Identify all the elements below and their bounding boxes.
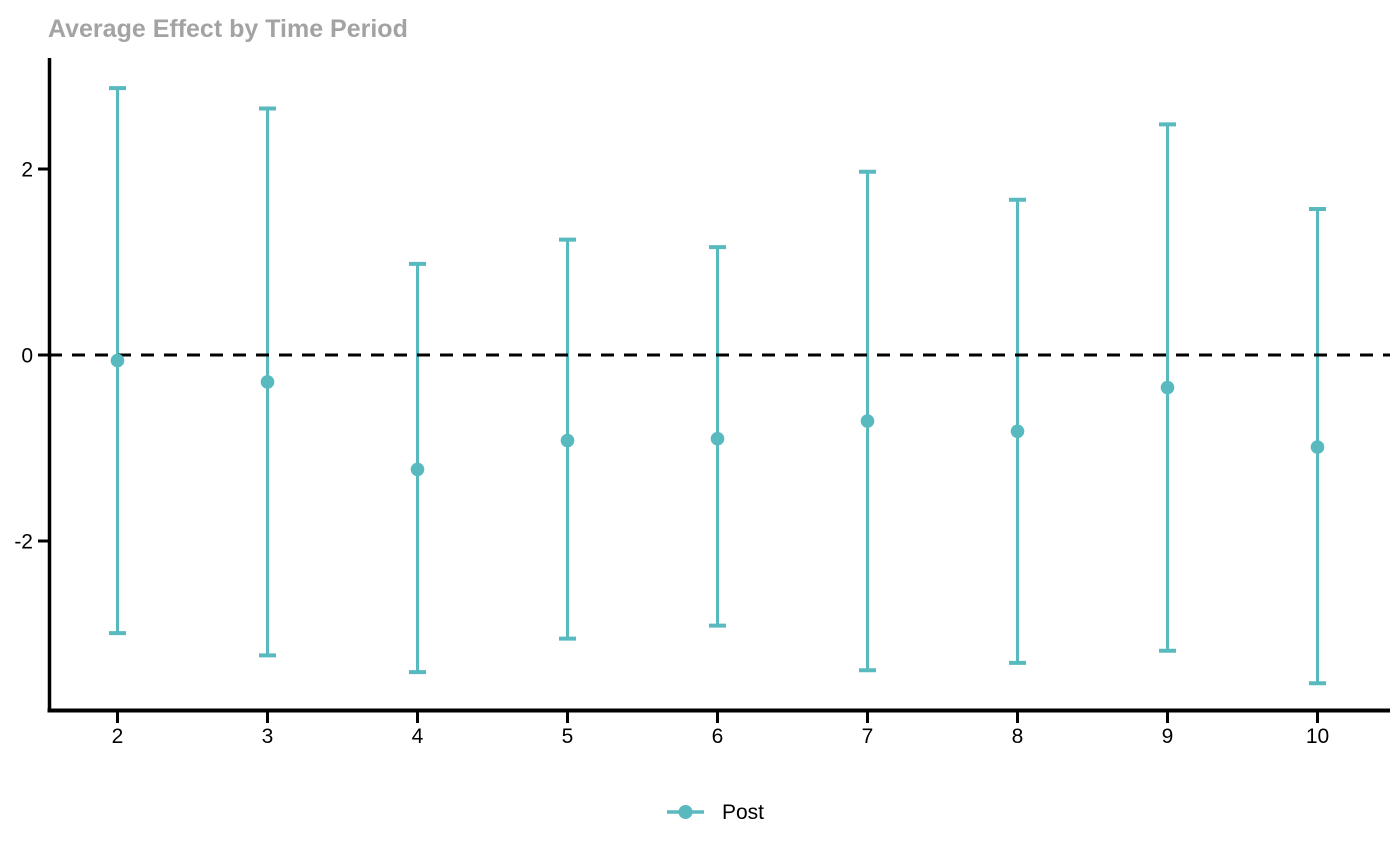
point-estimate-period-4 [410,462,425,477]
x-tick-label-4: 4 [412,725,424,748]
x-tick-label-3: 3 [262,725,274,748]
axes-layer: 2 0 -2 2 3 4 5 6 7 8 9 10 [14,58,1390,748]
x-tick-label-5: 5 [562,725,574,748]
x-axis-ticks: 2 3 4 5 6 7 8 9 10 [112,712,1329,748]
y-tick-label-2: 2 [21,159,33,182]
error-bar-lines-layer [109,86,1326,686]
legend-point-marker [678,805,693,819]
x-tick-label-8: 8 [1012,725,1024,748]
legend-label: Post [722,801,764,824]
x-tick-label-9: 9 [1162,725,1174,748]
x-tick-label-10: 10 [1306,725,1329,748]
x-tick-label-2: 2 [112,725,124,748]
point-estimates-layer [110,353,1325,477]
point-estimate-period-10 [1310,440,1325,454]
point-estimate-period-7 [860,414,875,428]
point-estimate-period-3 [260,375,275,389]
y-axis-ticks: 2 0 -2 [14,159,49,554]
y-tick-label--2: -2 [14,531,33,554]
chart-title: Average Effect by Time Period [48,15,408,43]
legend: Post [667,801,764,824]
x-tick-label-7: 7 [862,725,874,748]
point-estimate-period-5 [560,433,575,448]
point-estimate-period-8 [1010,424,1025,439]
point-estimate-period-6 [710,431,725,446]
point-estimate-period-9 [1160,380,1175,395]
point-estimate-period-2 [110,353,125,368]
x-tick-label-6: 6 [712,725,724,748]
y-tick-label-0: 0 [21,345,33,368]
